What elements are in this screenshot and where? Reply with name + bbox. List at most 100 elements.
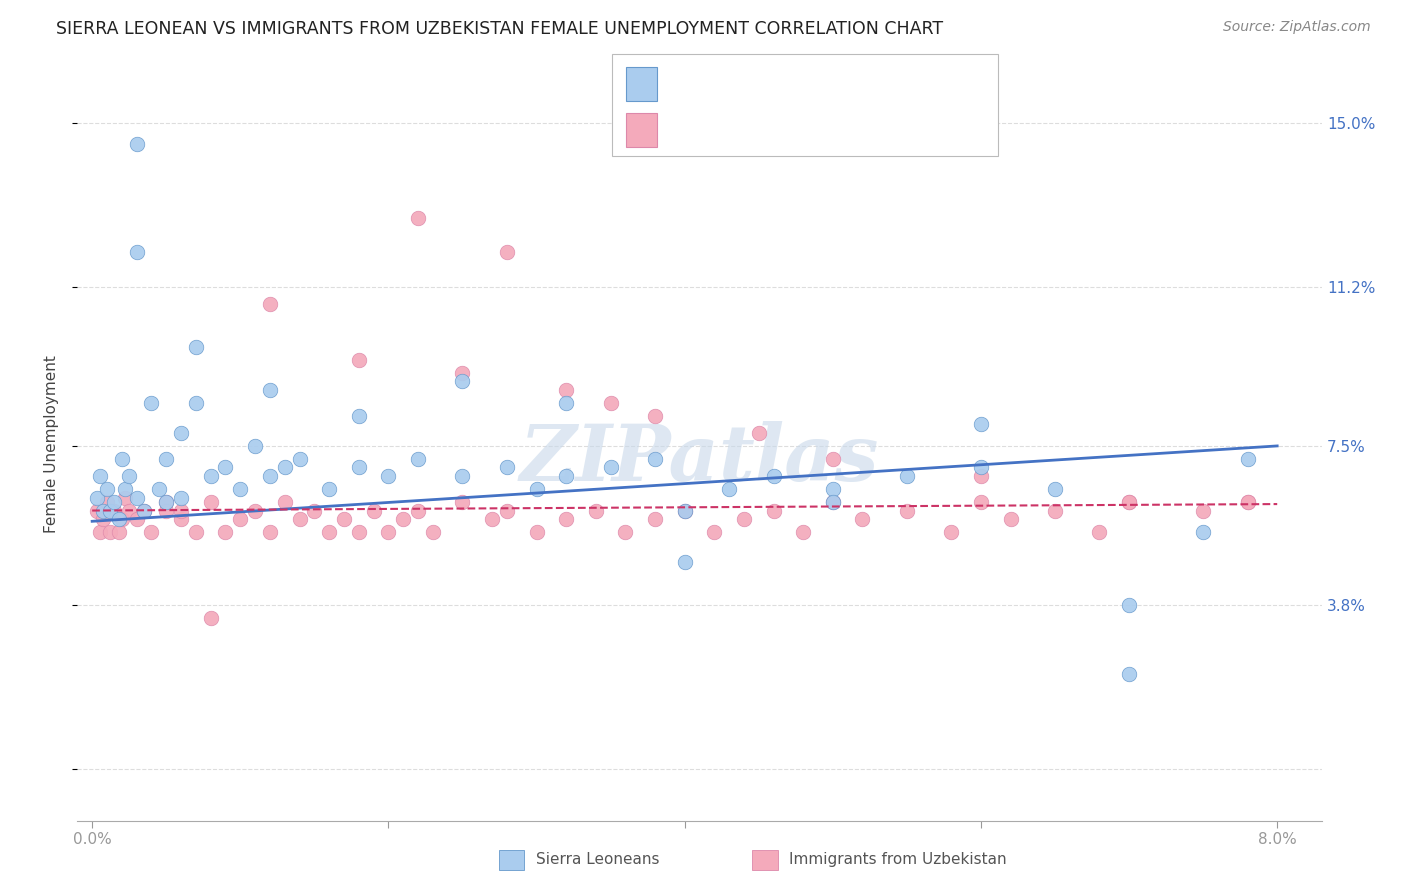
- Point: [98, 503, 121, 517]
- Point: [1118, 495, 1140, 509]
- Point: [526, 524, 548, 539]
- Point: [1192, 524, 1215, 539]
- Point: [91, 512, 114, 526]
- Point: [148, 482, 170, 496]
- Point: [673, 555, 696, 569]
- Point: [406, 211, 429, 225]
- Point: [86, 503, 108, 517]
- Point: [451, 366, 474, 380]
- Point: [1088, 524, 1111, 539]
- Point: [108, 524, 131, 539]
- Point: [377, 524, 399, 539]
- Point: [555, 396, 578, 410]
- Point: [941, 524, 963, 539]
- Point: [288, 451, 311, 466]
- Point: [125, 491, 148, 505]
- Point: [200, 611, 222, 625]
- Point: [111, 451, 134, 466]
- Point: [200, 495, 222, 509]
- Point: [86, 491, 108, 505]
- Point: [718, 482, 741, 496]
- Text: ZIPatlas: ZIPatlas: [520, 421, 879, 497]
- Point: [214, 524, 236, 539]
- Point: [155, 495, 177, 509]
- Point: [821, 482, 844, 496]
- Point: [229, 482, 252, 496]
- Point: [318, 482, 340, 496]
- Point: [96, 482, 118, 496]
- Point: [96, 495, 118, 509]
- Point: [644, 451, 666, 466]
- Point: [585, 503, 607, 517]
- Point: [481, 512, 503, 526]
- Point: [1236, 451, 1258, 466]
- Point: [451, 495, 474, 509]
- Point: [243, 503, 266, 517]
- Point: [821, 451, 844, 466]
- Point: [274, 460, 297, 475]
- Point: [748, 425, 770, 440]
- Point: [229, 512, 252, 526]
- Point: [526, 482, 548, 496]
- Point: [243, 439, 266, 453]
- Point: [1236, 495, 1258, 509]
- Point: [406, 451, 429, 466]
- Point: [259, 469, 281, 483]
- Point: [259, 524, 281, 539]
- Point: [896, 469, 918, 483]
- Point: [1043, 482, 1066, 496]
- Point: [451, 374, 474, 388]
- Point: [98, 524, 121, 539]
- Point: [347, 352, 370, 367]
- Point: [703, 524, 725, 539]
- Point: [555, 512, 578, 526]
- Text: R = 0.005   N = 72: R = 0.005 N = 72: [665, 121, 835, 139]
- Point: [132, 503, 155, 517]
- Point: [333, 512, 356, 526]
- Point: [141, 396, 163, 410]
- Point: [599, 396, 621, 410]
- Point: [111, 512, 134, 526]
- Point: [644, 512, 666, 526]
- Point: [1118, 667, 1140, 681]
- Point: [363, 503, 385, 517]
- Point: [259, 383, 281, 397]
- Point: [125, 245, 148, 260]
- Point: [141, 524, 163, 539]
- Point: [555, 383, 578, 397]
- Point: [170, 503, 193, 517]
- Text: Sierra Leoneans: Sierra Leoneans: [536, 853, 659, 867]
- Point: [89, 524, 111, 539]
- Point: [132, 503, 155, 517]
- Point: [155, 503, 177, 517]
- Point: [259, 297, 281, 311]
- Point: [114, 491, 136, 505]
- Point: [170, 512, 193, 526]
- Point: [392, 512, 415, 526]
- Point: [970, 417, 993, 432]
- Point: [200, 469, 222, 483]
- Point: [377, 469, 399, 483]
- Point: [184, 340, 207, 354]
- Text: Immigrants from Uzbekistan: Immigrants from Uzbekistan: [789, 853, 1007, 867]
- Point: [274, 495, 297, 509]
- Point: [673, 503, 696, 517]
- Text: R =  0.112   N = 57: R = 0.112 N = 57: [665, 75, 841, 93]
- Point: [733, 512, 755, 526]
- Point: [1118, 495, 1140, 509]
- Point: [970, 469, 993, 483]
- Point: [304, 503, 326, 517]
- Point: [114, 482, 136, 496]
- Point: [170, 425, 193, 440]
- Point: [406, 503, 429, 517]
- Point: [1043, 503, 1066, 517]
- Point: [125, 137, 148, 152]
- Text: SIERRA LEONEAN VS IMMIGRANTS FROM UZBEKISTAN FEMALE UNEMPLOYMENT CORRELATION CHA: SIERRA LEONEAN VS IMMIGRANTS FROM UZBEKI…: [56, 20, 943, 37]
- Point: [422, 524, 444, 539]
- Point: [184, 396, 207, 410]
- Point: [1236, 495, 1258, 509]
- Point: [821, 495, 844, 509]
- Point: [103, 495, 125, 509]
- Point: [970, 460, 993, 475]
- Point: [125, 512, 148, 526]
